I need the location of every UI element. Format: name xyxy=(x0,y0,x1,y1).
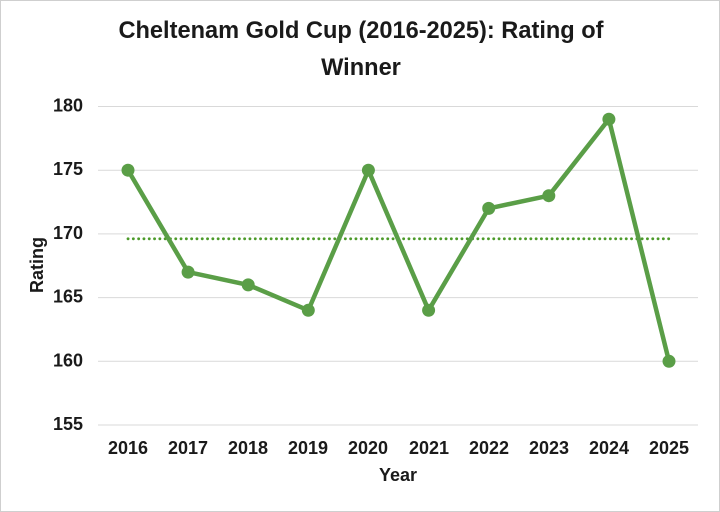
svg-text:2025: 2025 xyxy=(649,438,689,458)
svg-text:180: 180 xyxy=(53,96,83,116)
svg-text:2016: 2016 xyxy=(108,438,148,458)
svg-text:175: 175 xyxy=(53,159,83,179)
svg-text:2023: 2023 xyxy=(529,438,569,458)
svg-text:155: 155 xyxy=(53,414,83,434)
svg-text:2020: 2020 xyxy=(348,438,388,458)
svg-text:170: 170 xyxy=(53,223,83,243)
svg-text:Year: Year xyxy=(379,465,417,485)
svg-text:2019: 2019 xyxy=(288,438,328,458)
svg-text:2017: 2017 xyxy=(168,438,208,458)
svg-text:160: 160 xyxy=(53,350,83,370)
svg-text:2024: 2024 xyxy=(589,438,629,458)
svg-text:2021: 2021 xyxy=(409,438,449,458)
svg-text:2018: 2018 xyxy=(228,438,268,458)
svg-text:2022: 2022 xyxy=(469,438,509,458)
svg-text:165: 165 xyxy=(53,287,83,307)
